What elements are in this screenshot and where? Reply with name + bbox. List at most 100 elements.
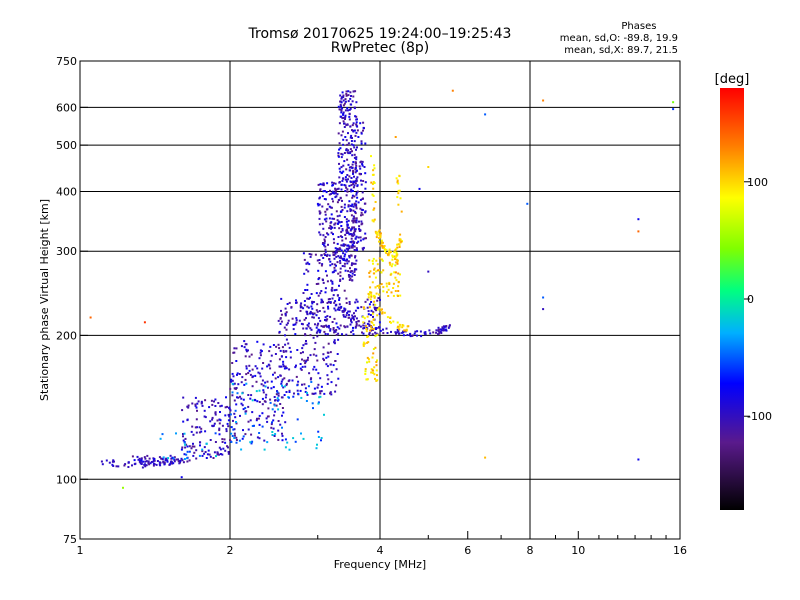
data-point	[335, 210, 338, 213]
data-point	[416, 330, 419, 333]
data-point	[350, 177, 353, 179]
data-point	[372, 348, 375, 350]
data-point	[270, 380, 273, 383]
data-point	[372, 352, 375, 355]
data-point	[273, 435, 276, 437]
data-point	[322, 242, 324, 244]
x-axis-label: Frequency [MHz]	[334, 558, 426, 571]
data-point	[369, 291, 372, 294]
data-point	[233, 428, 236, 431]
data-point	[288, 396, 290, 399]
data-point	[355, 259, 358, 262]
data-point	[330, 288, 333, 291]
data-point	[365, 330, 368, 333]
data-point	[356, 125, 359, 128]
data-point	[214, 405, 217, 407]
data-point	[306, 283, 309, 286]
data-point	[382, 269, 385, 272]
data-point	[280, 382, 283, 385]
data-point	[353, 274, 356, 276]
data-point	[264, 385, 267, 388]
data-point	[346, 210, 349, 213]
data-point	[378, 284, 381, 287]
data-point	[323, 190, 326, 192]
data-point	[402, 334, 405, 337]
data-point	[352, 169, 355, 172]
data-point	[360, 208, 363, 211]
data-point	[352, 219, 355, 222]
data-point	[270, 354, 273, 357]
data-point	[100, 460, 103, 463]
data-point	[329, 224, 332, 227]
data-point	[266, 420, 269, 423]
data-point	[230, 378, 233, 381]
data-point	[338, 247, 341, 250]
data-point	[258, 414, 261, 417]
data-point	[211, 418, 214, 421]
data-point	[203, 409, 206, 412]
data-point	[362, 180, 365, 182]
data-point	[326, 382, 329, 385]
data-point	[315, 331, 318, 334]
data-point	[358, 165, 361, 168]
data-point	[337, 272, 340, 275]
data-point	[319, 196, 321, 199]
data-point	[148, 463, 151, 466]
data-point	[327, 243, 329, 246]
data-point	[369, 286, 372, 289]
data-point	[350, 140, 353, 142]
data-point	[278, 347, 281, 350]
data-point	[303, 300, 306, 302]
data-point	[331, 190, 334, 193]
data-point	[347, 142, 350, 145]
data-point	[261, 397, 264, 400]
data-point	[347, 244, 350, 247]
data-point	[343, 255, 346, 258]
data-point	[353, 217, 356, 220]
data-point	[326, 208, 329, 211]
data-point	[344, 98, 347, 101]
data-point	[364, 232, 367, 235]
data-point	[343, 152, 346, 154]
data-point	[203, 415, 206, 418]
data-point	[396, 328, 399, 331]
data-point	[376, 359, 378, 362]
data-point	[372, 169, 375, 172]
data-point	[236, 392, 239, 395]
data-point	[326, 274, 328, 277]
data-point	[339, 100, 342, 103]
data-point	[213, 422, 216, 425]
data-point	[131, 455, 134, 458]
data-point	[140, 462, 143, 465]
data-point	[318, 277, 321, 279]
data-point	[376, 374, 378, 377]
data-point	[293, 392, 295, 395]
data-point	[324, 291, 327, 294]
data-point	[355, 247, 358, 250]
data-point	[292, 395, 295, 398]
data-point	[266, 415, 269, 418]
data-point	[283, 385, 286, 388]
data-point	[144, 457, 147, 460]
data-point	[325, 217, 328, 220]
data-point	[332, 328, 335, 331]
data-point	[329, 315, 332, 318]
data-point	[312, 316, 315, 319]
data-point	[318, 396, 321, 399]
data-point	[161, 433, 164, 436]
x-tick-label: 8	[527, 544, 534, 557]
data-point	[328, 217, 331, 220]
data-point	[317, 383, 320, 386]
data-point	[339, 94, 342, 97]
data-point	[318, 210, 321, 213]
data-point	[379, 236, 382, 239]
data-point	[308, 372, 311, 375]
data-point	[389, 316, 392, 319]
data-point	[303, 258, 306, 261]
data-point	[305, 342, 308, 345]
data-point	[362, 315, 365, 318]
data-point	[317, 401, 320, 404]
data-point	[341, 244, 344, 247]
data-point	[307, 322, 310, 325]
data-point	[235, 421, 237, 423]
